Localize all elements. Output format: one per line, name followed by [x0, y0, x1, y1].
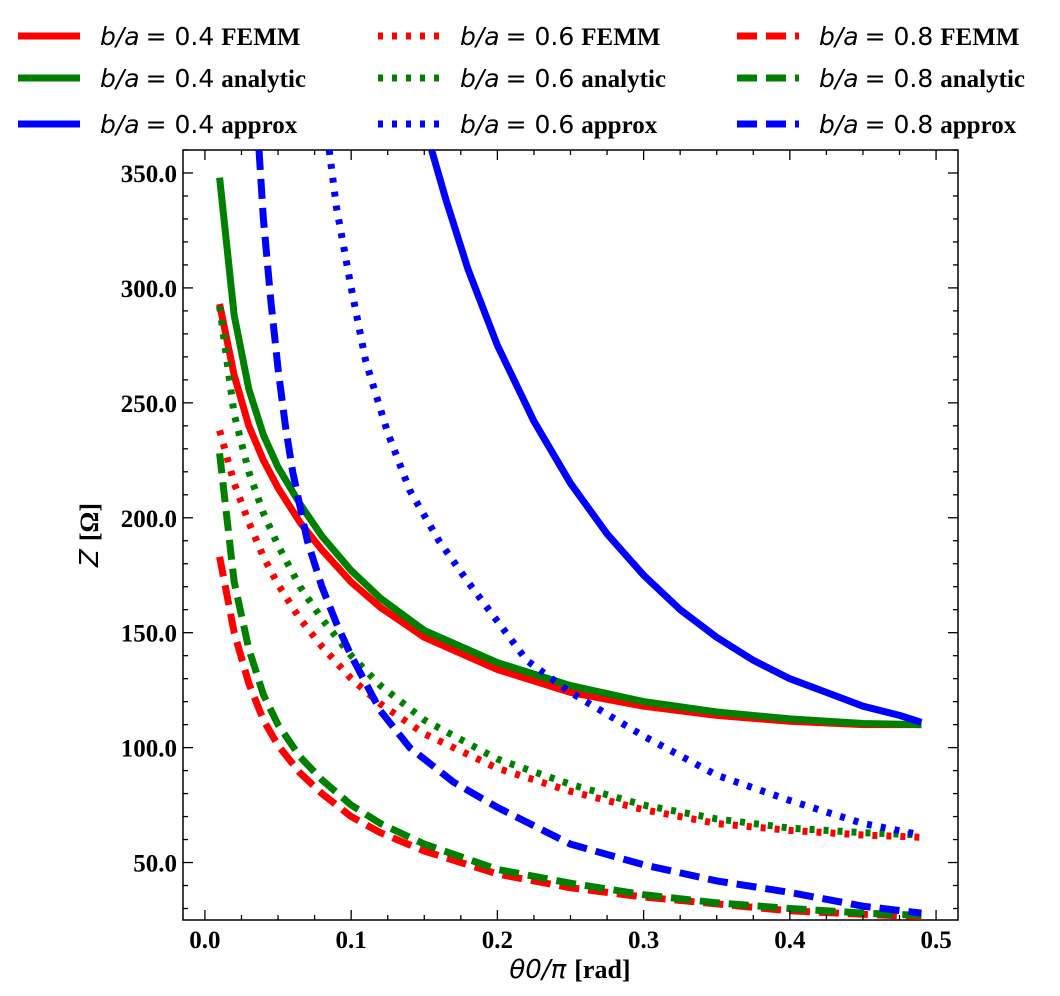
x-axis-title-unit: [rad] — [574, 955, 630, 984]
x-tick-label: 0.0 — [189, 927, 220, 954]
series-layer — [216, 150, 923, 920]
y-tick-label: 50.0 — [133, 851, 177, 878]
legend-label: b/a = 0.8 approx — [819, 110, 1017, 139]
y-tick-label: 350.0 — [121, 161, 177, 188]
series-line-b-a-0-8-approx — [255, 150, 922, 917]
legend-item-b-a-0-6-analytic: b/a = 0.6 analytic — [378, 64, 666, 93]
legend-item-b-a-0-4-analytic: b/a = 0.4 analytic — [18, 64, 306, 93]
legend-label: b/a = 0.4 FEMM — [100, 22, 300, 51]
legend-item-b-a-0-6-femm: b/a = 0.6 FEMM — [378, 22, 660, 51]
legend-label: b/a = 0.6 approx — [460, 110, 658, 139]
legend-label: b/a = 0.6 FEMM — [460, 22, 660, 51]
y-tick-label: 300.0 — [121, 276, 177, 303]
legend-label: b/a = 0.8 analytic — [819, 64, 1025, 93]
x-tick-label: 0.4 — [774, 927, 806, 954]
legend-item-b-a-0-8-approx: b/a = 0.8 approx — [737, 110, 1017, 139]
x-axis-title: θ0/π [rad] — [509, 955, 630, 985]
legend-item-b-a-0-6-approx: b/a = 0.6 approx — [378, 110, 658, 139]
series-line-b-a-0-4-analytic — [216, 177, 922, 729]
y-axis-title-math: Z — [75, 548, 105, 568]
y-tick-label: 150.0 — [121, 621, 177, 648]
series-line-b-a-0-8-femm — [216, 556, 922, 920]
plot-frame — [182, 149, 959, 921]
x-tick-label: 0.3 — [628, 927, 659, 954]
legend-label: b/a = 0.4 approx — [100, 110, 298, 139]
series-line-b-a-0-8-analytic — [216, 453, 922, 919]
y-tick-label: 100.0 — [121, 736, 177, 763]
legend: b/a = 0.4 FEMM b/a = 0.4 analytic b/a = 0.4 appr… — [18, 22, 1025, 139]
series-line-b-a-0-4-femm — [216, 303, 922, 729]
y-axis-title: Z [Ω] — [75, 503, 105, 568]
ticks-layer — [183, 149, 958, 920]
legend-item-b-a-0-8-femm: b/a = 0.8 FEMM — [737, 22, 1019, 51]
series-line-b-a-0-6-analytic — [216, 305, 922, 839]
tick-labels: 0.0 0.1 0.2 0.3 0.4 0.5 50.0 100.0 150.0 200.0 250… — [121, 161, 952, 954]
x-axis-title-math: θ0/π — [509, 955, 566, 985]
legend-label: b/a = 0.8 FEMM — [819, 22, 1019, 51]
legend-label: b/a = 0.6 analytic — [460, 64, 666, 93]
x-tick-label: 0.5 — [920, 927, 951, 954]
y-axis-title-unit: [Ω] — [75, 503, 104, 541]
legend-item-b-a-0-8-analytic: b/a = 0.8 analytic — [737, 64, 1025, 93]
series-line-b-a-0-6-femm — [216, 429, 922, 841]
y-tick-label: 200.0 — [121, 506, 177, 533]
x-tick-label: 0.1 — [336, 927, 367, 954]
legend-item-b-a-0-4-femm: b/a = 0.4 FEMM — [18, 22, 300, 51]
series-line-b-a-0-6-approx — [325, 150, 923, 839]
series-line-b-a-0-4-approx — [428, 150, 923, 726]
y-tick-label: 250.0 — [121, 391, 177, 418]
legend-label: b/a = 0.4 analytic — [100, 64, 306, 93]
x-tick-label: 0.2 — [482, 927, 513, 954]
legend-item-b-a-0-4-approx: b/a = 0.4 approx — [18, 110, 298, 139]
